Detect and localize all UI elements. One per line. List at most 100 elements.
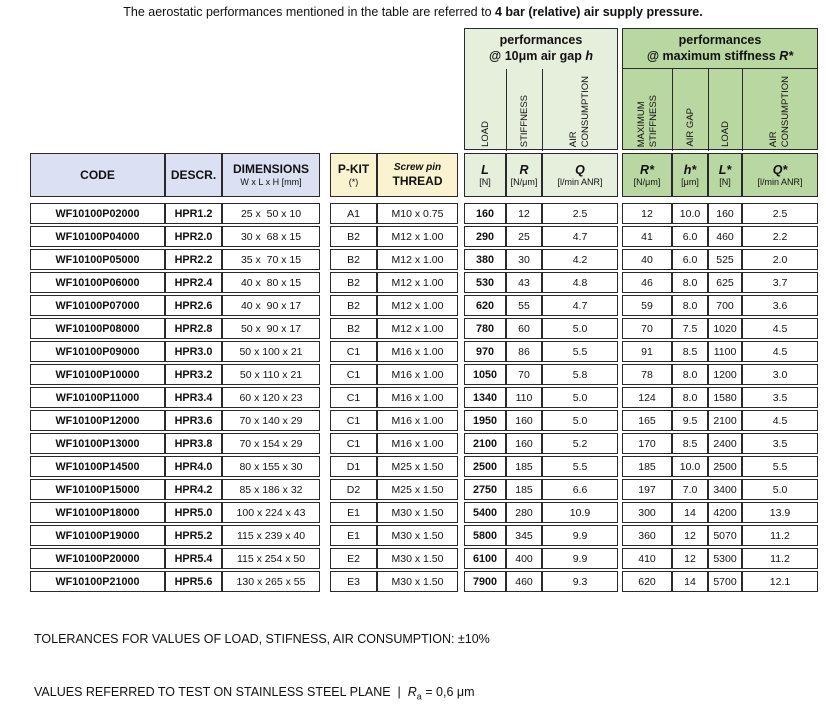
cell-air-consumption-star: 4.5 <box>742 341 818 362</box>
cell-load-star: 1580 <box>708 387 742 408</box>
cell-descr: HPR2.6 <box>165 295 222 316</box>
cell-thread: M30 x 1.50 <box>377 548 458 569</box>
cell-thread: M12 x 1.00 <box>377 272 458 293</box>
cell-load: 530 <box>464 272 506 293</box>
cell-load: 1050 <box>464 364 506 385</box>
cell-load: 780 <box>464 318 506 339</box>
cell-load-star: 2400 <box>708 433 742 454</box>
cell-descr: HPR3.2 <box>165 364 222 385</box>
table-row: WF10100P05000 HPR2.2 35 x 70 x 15 B2 M12… <box>30 249 818 270</box>
cell-air-consumption: 4.2 <box>542 249 618 270</box>
cell-thread: M30 x 1.50 <box>377 502 458 523</box>
cell-pkit: C1 <box>330 341 377 362</box>
cell-code: WF10100P04000 <box>30 226 165 247</box>
cell-load-star: 4200 <box>708 502 742 523</box>
cell-air-consumption: 4.7 <box>542 226 618 247</box>
cell-thread: M16 x 1.00 <box>377 387 458 408</box>
cell-air-consumption: 2.5 <box>542 203 618 224</box>
unit-label-R-star: [N/μm] <box>633 177 661 188</box>
gap <box>320 364 330 385</box>
gap <box>618 295 622 316</box>
gap <box>458 571 464 592</box>
cell-descr: HPR2.4 <box>165 272 222 293</box>
unit-sym-Q: Q <box>575 162 585 177</box>
gap <box>320 548 330 569</box>
gap <box>618 525 622 546</box>
unit-label-Q-star: [l/min ANR] <box>757 177 803 188</box>
cell-air-consumption: 4.7 <box>542 295 618 316</box>
gap <box>618 226 622 247</box>
cell-air-gap: 6.0 <box>672 226 708 247</box>
cell-load-star: 525 <box>708 249 742 270</box>
gap <box>320 341 330 362</box>
header-thread-sup: Screw pin <box>393 161 442 173</box>
column-label-air-consumption-star: AIR CONSUMPTION <box>741 69 817 151</box>
gap <box>458 548 464 569</box>
cell-load-star: 1020 <box>708 318 742 339</box>
cell-max-stiffness: 197 <box>622 479 672 500</box>
cell-dimensions: 60 x 120 x 23 <box>222 387 320 408</box>
gap <box>458 318 464 339</box>
footer-notes: TOLERANCES FOR VALUES OF LOAD, STIFNESS,… <box>34 596 490 720</box>
unit-label-R: [N/μm] <box>510 177 538 188</box>
cell-dimensions: 100 x 224 x 43 <box>222 502 320 523</box>
gap <box>618 548 622 569</box>
unit-cell-Q-star: Q* [l/min ANR] <box>742 153 818 197</box>
cell-pkit: E1 <box>330 502 377 523</box>
cell-air-consumption: 5.2 <box>542 433 618 454</box>
cell-max-stiffness: 46 <box>622 272 672 293</box>
gap <box>320 571 330 592</box>
cell-dimensions: 40 x 90 x 17 <box>222 295 320 316</box>
cell-dimensions: 115 x 239 x 40 <box>222 525 320 546</box>
cell-stiffness: 70 <box>506 364 542 385</box>
cell-code: WF10100P14500 <box>30 456 165 477</box>
group1-title-line2-prefix: @ 10μm air gap <box>489 49 586 64</box>
caption: The aerostatic performances mentioned in… <box>0 5 826 19</box>
cell-descr: HPR5.4 <box>165 548 222 569</box>
table-row: WF10100P09000 HPR3.0 50 x 100 x 21 C1 M1… <box>30 341 818 362</box>
table-row: WF10100P10000 HPR3.2 50 x 110 x 21 C1 M1… <box>30 364 818 385</box>
gap <box>618 341 622 362</box>
gap <box>458 410 464 431</box>
cell-pkit: B2 <box>330 249 377 270</box>
cell-descr: HPR2.8 <box>165 318 222 339</box>
cell-code: WF10100P05000 <box>30 249 165 270</box>
unit-cell-L: L [N] <box>464 153 506 197</box>
roughness-value: = 0,6 μm <box>421 684 475 699</box>
cell-max-stiffness: 91 <box>622 341 672 362</box>
cell-load-star: 700 <box>708 295 742 316</box>
group2-title-line2-prefix: @ maximum stiffness <box>646 49 780 64</box>
column-label-air-consumption: AIR CONSUMPTION <box>542 69 617 151</box>
cell-stiffness: 160 <box>506 433 542 454</box>
gap <box>618 364 622 385</box>
cell-code: WF10100P15000 <box>30 479 165 500</box>
cell-descr: HPR1.2 <box>165 203 222 224</box>
table-row: WF10100P07000 HPR2.6 40 x 90 x 17 B2 M12… <box>30 295 818 316</box>
cell-thread: M12 x 1.00 <box>377 249 458 270</box>
cell-load-star: 625 <box>708 272 742 293</box>
cell-code: WF10100P12000 <box>30 410 165 431</box>
cell-pkit: E1 <box>330 525 377 546</box>
table-row: WF10100P19000 HPR5.2 115 x 239 x 40 E1 M… <box>30 525 818 546</box>
table-row: WF10100P21000 HPR5.6 130 x 265 x 55 E3 M… <box>30 571 818 592</box>
cell-descr: HPR2.0 <box>165 226 222 247</box>
cell-dimensions: 30 x 68 x 15 <box>222 226 320 247</box>
maximum-stiffness-rotated-label: MAXIMUM STIFFNESS <box>635 94 659 147</box>
cell-stiffness: 25 <box>506 226 542 247</box>
cell-max-stiffness: 12 <box>622 203 672 224</box>
unit-sym-L-star: L* <box>718 162 732 177</box>
group2-title-line1: performances <box>678 33 762 47</box>
cell-stiffness: 86 <box>506 341 542 362</box>
group-panel-airgap-title: performances @ 10μm air gap h <box>465 29 617 69</box>
caption-text: The aerostatic performances mentioned in… <box>123 5 495 19</box>
cell-pkit: C1 <box>330 410 377 431</box>
cell-air-consumption: 9.9 <box>542 548 618 569</box>
cell-thread: M25 x 1.50 <box>377 456 458 477</box>
cell-load-star: 5700 <box>708 571 742 592</box>
cell-air-consumption-star: 12.1 <box>742 571 818 592</box>
table-row: WF10100P04000 HPR2.0 30 x 68 x 15 B2 M12… <box>30 226 818 247</box>
cell-code: WF10100P07000 <box>30 295 165 316</box>
air-gap-rotated-label: AIR GAP <box>684 108 696 147</box>
cell-air-consumption: 5.0 <box>542 318 618 339</box>
column-label-stiffness: STIFFNESS <box>506 69 542 151</box>
